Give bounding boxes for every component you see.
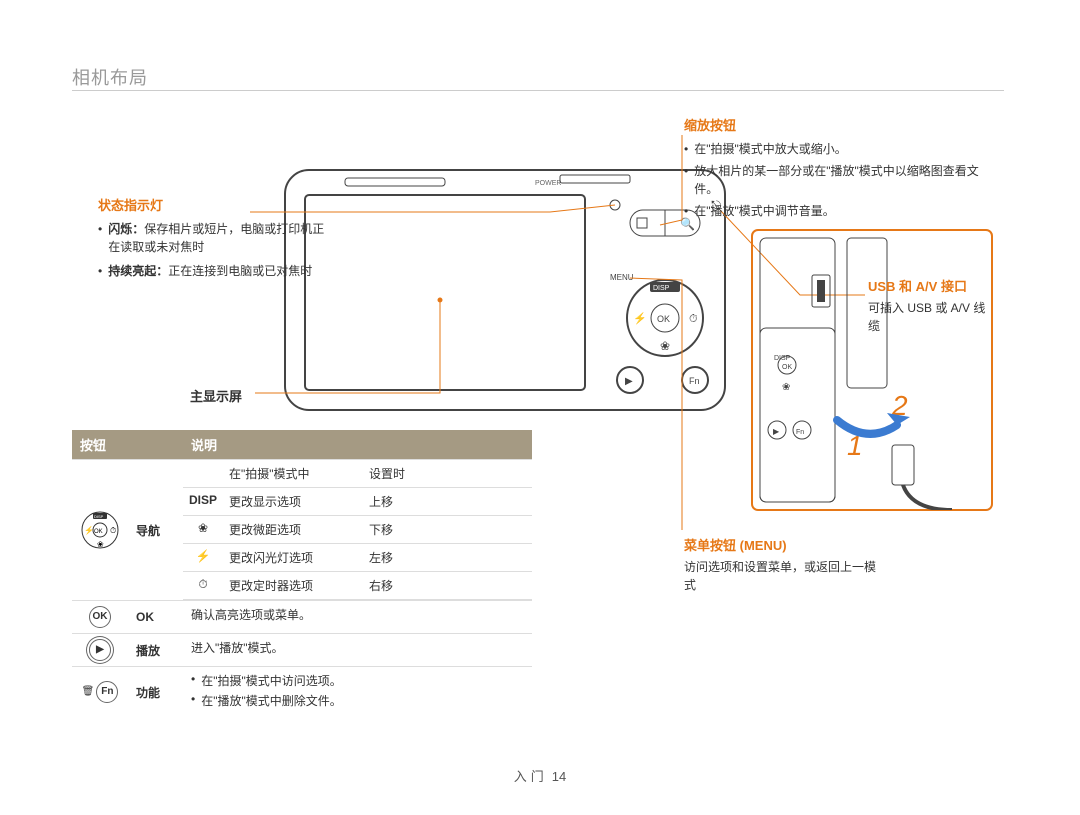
svg-text:❀: ❀: [660, 339, 670, 353]
title-rule: [72, 90, 1004, 91]
menu-desc: 访问选项和设置菜单，或返回上一模式: [684, 558, 884, 594]
zoom-title: 缩放按钮: [684, 115, 984, 134]
zoom-callout: 缩放按钮 •在"拍摄"模式中放大或缩小。 •放大相片的某一部分或在"播放"模式中…: [684, 115, 984, 224]
table-row-fn: 🗑Fn 功能 •在"拍摄"模式中访问选项。 •在"播放"模式中删除文件。: [72, 667, 532, 718]
nav-name: 导航: [128, 460, 183, 601]
svg-text:▶: ▶: [773, 427, 780, 436]
svg-text:DISP: DISP: [94, 514, 104, 519]
svg-text:OK: OK: [94, 529, 103, 535]
status-led-callout: 状态指示灯 •闪烁：保存相片或短片，电脑或打印机正在读取或未对焦时 •持续亮起：…: [98, 195, 328, 286]
menu-callout: 菜单按钮 (MENU) 访问选项和设置菜单，或返回上一模式: [684, 535, 884, 594]
svg-text:POWER: POWER: [535, 180, 561, 187]
buttons-table: 按钮 说明 OK DISP ❀ ⚡ ⏱ 导航 在"拍摄"模式中设置时 DISP更…: [72, 430, 532, 717]
svg-text:OK: OK: [782, 364, 792, 371]
svg-text:⏱: ⏱: [689, 313, 698, 325]
usb-panel-diagram: DISP OK ❀ ▶ Fn 2 1: [752, 230, 992, 510]
svg-text:⚡: ⚡: [84, 525, 94, 535]
svg-text:Fn: Fn: [796, 429, 804, 436]
table-row-play: ▶ 播放 进入"播放"模式。: [72, 634, 532, 667]
svg-text:⚡: ⚡: [633, 312, 647, 325]
menu-title: 菜单按钮 (MENU): [684, 535, 884, 554]
nav-subtable: 在"拍摄"模式中设置时 DISP更改显示选项上移 ❀更改微距选项下移 ⚡更改闪光…: [183, 460, 532, 600]
svg-text:Fn: Fn: [689, 376, 700, 386]
camera-back-diagram: POWER 🔍 MENU OK DISP ❀ ⚡ ⏱ ▶ Fn ⎋: [275, 150, 745, 420]
svg-text:❀: ❀: [97, 540, 104, 549]
svg-text:MENU: MENU: [610, 273, 634, 282]
main-display-label: 主显示屏: [190, 386, 242, 405]
table-row-ok: OK OK 确认高亮选项或菜单。: [72, 601, 532, 634]
status-led-title: 状态指示灯: [98, 195, 328, 214]
svg-text:▶: ▶: [625, 376, 633, 387]
usb-desc: 可插入 USB 或 A/V 线缆: [868, 299, 988, 335]
usb-callout: USB 和 A/V 接口 可插入 USB 或 A/V 线缆: [868, 276, 988, 335]
nav-icon-cell: OK DISP ❀ ⚡ ⏱: [72, 460, 128, 601]
svg-text:OK: OK: [657, 314, 670, 324]
svg-text:⏱: ⏱: [110, 526, 116, 535]
table-row-nav: OK DISP ❀ ⚡ ⏱ 导航 在"拍摄"模式中设置时 DISP更改显示选项上…: [72, 460, 532, 601]
svg-text:DISP: DISP: [653, 285, 670, 292]
svg-text:❀: ❀: [782, 382, 790, 393]
usb-title: USB 和 A/V 接口: [868, 276, 988, 295]
page-title: 相机布局: [72, 64, 148, 90]
th-button: 按钮: [72, 430, 183, 460]
th-desc: 说明: [183, 430, 532, 460]
page-footer: 入门14: [0, 766, 1080, 785]
